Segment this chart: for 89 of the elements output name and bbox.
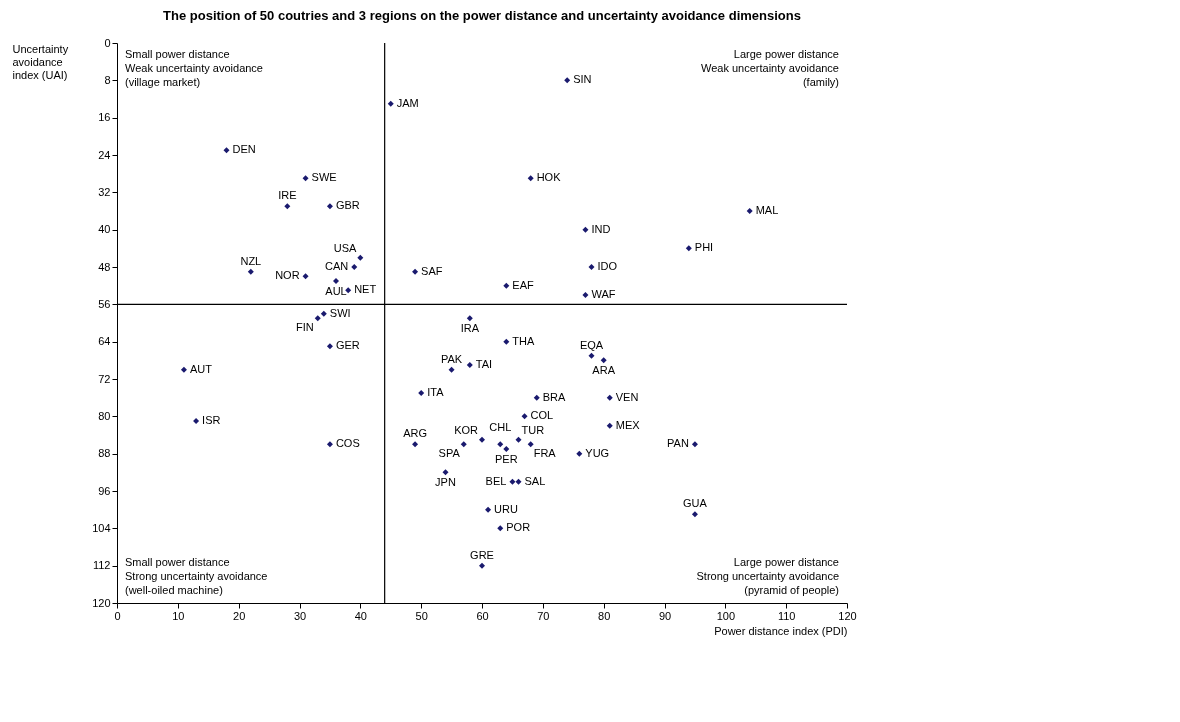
data-label: PER <box>495 453 518 465</box>
data-label: GER <box>335 339 360 352</box>
data-label: NOR <box>275 269 300 282</box>
y-tick-label: 72 <box>98 372 111 385</box>
x-axis-title: Power distance index (PDI) <box>714 624 848 637</box>
y-tick-label: 8 <box>104 73 111 86</box>
y-tick-label: 56 <box>98 297 111 310</box>
data-label: SAL <box>524 474 546 487</box>
data-label: GBR <box>335 199 360 212</box>
data-label: SWE <box>311 171 337 184</box>
data-label: GRE <box>470 548 494 561</box>
data-label: CHL <box>489 421 512 434</box>
data-label: HOK <box>536 171 562 184</box>
x-tick-label: 10 <box>172 609 185 622</box>
data-label: DEN <box>232 143 256 156</box>
data-label: JAM <box>396 96 419 109</box>
y-tick-label: 104 <box>92 521 111 534</box>
data-label: ARG <box>403 427 428 440</box>
annotation: Small power distance Strong uncertainty avoidance (well-oiled machine) <box>125 556 268 596</box>
data-label: FRA <box>533 447 557 460</box>
data-label: COS <box>335 437 360 450</box>
data-label: TAI <box>475 358 493 370</box>
x-tick-label: 100 <box>716 609 736 622</box>
data-label: PHI <box>694 241 714 254</box>
data-label: YUG <box>585 446 610 459</box>
x-tick-label: 120 <box>838 609 857 622</box>
annotation: Large power distance Weak uncertainty avoidance (family) <box>701 48 839 88</box>
data-label: CAN <box>325 260 349 272</box>
x-tick-label: 0 <box>114 609 121 622</box>
y-axis-title: Uncertainty avoidance index (UAI) <box>12 42 69 81</box>
x-tick-label: 110 <box>777 609 796 622</box>
y-tick-label: 0 <box>104 36 111 49</box>
data-label: IDO <box>597 260 618 272</box>
data-label: NET <box>354 283 377 296</box>
data-label: ARA <box>592 364 616 377</box>
data-label: MEX <box>615 418 641 431</box>
y-tick-label: 24 <box>98 148 111 161</box>
data-label: URU <box>494 502 518 515</box>
data-label: ISR <box>202 414 221 426</box>
data-label: THA <box>512 334 535 347</box>
chart-title: The position of 50 coutries and 3 regions on the power distance and uncertainty avoidance dimensions <box>163 8 801 23</box>
y-tick-label: 40 <box>98 223 111 236</box>
data-label: ITA <box>427 386 445 398</box>
data-label: PAN <box>667 437 689 450</box>
data-label: KOR <box>454 423 479 436</box>
y-tick-label: 96 <box>98 484 111 497</box>
data-label: GUA <box>682 497 708 510</box>
data-label: SPA <box>438 447 461 460</box>
x-tick-label: 60 <box>476 609 489 622</box>
data-label: EAF <box>512 278 535 291</box>
y-tick-label: 64 <box>98 335 111 348</box>
data-label: BRA <box>542 390 567 403</box>
x-tick-label: 90 <box>658 609 672 622</box>
data-label: SAF <box>421 264 443 277</box>
data-label: IND <box>591 222 611 235</box>
data-label: FIN <box>296 321 314 334</box>
data-label: IRA <box>460 322 480 335</box>
y-tick-label: 80 <box>98 409 111 422</box>
data-label: COL <box>530 409 554 422</box>
data-label: POR <box>506 521 531 534</box>
data-label: WAF <box>591 288 616 300</box>
x-tick-label: 50 <box>415 609 428 622</box>
data-label: USA <box>333 241 357 254</box>
x-tick-label: 80 <box>598 609 611 622</box>
x-tick-label: 30 <box>293 609 307 622</box>
data-label: AUT <box>189 362 213 375</box>
data-label: NZL <box>240 254 262 267</box>
x-tick-label: 20 <box>233 609 246 622</box>
data-label: SWI <box>329 306 351 319</box>
data-label: MAL <box>755 204 779 216</box>
y-tick-label: 88 <box>98 447 111 460</box>
data-label: IRE <box>278 189 297 202</box>
y-tick-label: 112 <box>92 559 111 572</box>
y-tick-label: 48 <box>98 260 111 273</box>
data-label: JPN <box>435 476 456 489</box>
x-tick-label: 70 <box>537 609 550 622</box>
data-label: TUR <box>521 423 545 436</box>
data-label: VEN <box>615 390 639 403</box>
y-tick-label: 120 <box>92 596 111 609</box>
data-label: SIN <box>573 73 592 86</box>
annotation: Small power distance Weak uncertainty avoidance (village market) <box>125 48 263 88</box>
y-tick-label: 32 <box>98 185 111 198</box>
x-tick-label: 40 <box>354 609 367 622</box>
data-label: BEL <box>485 474 507 487</box>
annotation: Large power distance Strong uncertainty avoidance (pyramid of people) <box>696 556 839 596</box>
y-tick-label: 16 <box>98 111 111 124</box>
data-label: AUL <box>325 285 347 297</box>
data-label: PAK <box>440 352 463 365</box>
data-label: EQA <box>579 338 604 351</box>
